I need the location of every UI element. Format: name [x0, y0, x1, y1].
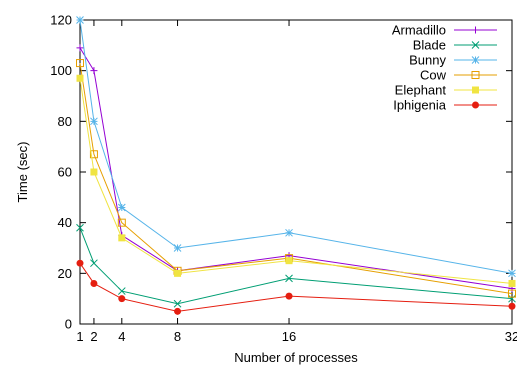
data-point-elephant [118, 234, 126, 242]
data-point-cow [508, 289, 516, 298]
legend-label-blade: Blade [413, 38, 446, 53]
y-tick-label: 120 [50, 13, 72, 28]
series-line-blade [79, 227, 513, 305]
data-point-blade [90, 259, 98, 268]
series-line-cow [79, 62, 513, 295]
data-point-elephant [90, 168, 98, 176]
data-point-blade [173, 299, 182, 308]
legend-label-cow: Cow [420, 68, 447, 83]
legend-marker-elephant [472, 86, 479, 94]
x-tick-label: 2 [90, 329, 97, 344]
data-point-iphigenia [285, 292, 293, 300]
x-tick-label: 4 [118, 329, 125, 344]
series-armadillo [76, 44, 516, 293]
series-line-bunny [79, 19, 513, 274]
data-point-bunny [508, 269, 516, 278]
legend-marker-bunny [471, 56, 480, 64]
data-point-bunny [76, 16, 84, 24]
x-tick-label: 8 [174, 329, 181, 344]
y-tick-label: 60 [58, 165, 72, 180]
data-point-armadillo [76, 44, 84, 52]
x-axis-label: Number of processes [234, 350, 358, 365]
series-line-elephant [79, 78, 513, 284]
x-tick-label: 16 [282, 329, 296, 344]
y-tick-label: 20 [58, 266, 72, 281]
data-point-bunny [285, 228, 293, 237]
series-line-armadillo [79, 47, 513, 290]
series-layer [76, 16, 516, 315]
legend-marker-blade [471, 41, 480, 49]
x-tick-label: 32 [505, 329, 517, 344]
series-bunny [76, 16, 516, 278]
data-point-elephant [76, 74, 84, 82]
legend-marker-iphigenia [472, 101, 479, 109]
series-elephant [76, 74, 516, 287]
data-point-elephant [174, 269, 182, 277]
legend-marker-armadillo [472, 26, 479, 34]
y-tick-label: 100 [50, 63, 72, 78]
data-point-bunny [117, 203, 126, 212]
data-point-iphigenia [76, 259, 84, 267]
series-blade [76, 223, 516, 308]
data-point-blade [117, 287, 126, 295]
y-tick-label: 40 [58, 215, 72, 230]
data-point-cow [89, 150, 98, 159]
series-line-iphigenia [79, 262, 513, 312]
data-point-blade [285, 274, 293, 283]
axis-ticks: 0 20 40 60 80 100 120 1 2 4 8 16 32 [50, 13, 517, 345]
data-point-blade [76, 223, 84, 232]
y-tick-label: 0 [65, 317, 72, 332]
data-point-cow [117, 218, 126, 227]
legend-label-bunny: Bunny [409, 53, 446, 68]
data-point-iphigenia [118, 295, 126, 303]
data-point-bunny [173, 244, 182, 252]
legend-label-elephant: Elephant [395, 83, 447, 98]
x-tick-label: 1 [76, 329, 83, 344]
data-point-cow [76, 59, 84, 68]
y-tick-label: 80 [58, 114, 72, 129]
data-point-iphigenia [90, 279, 98, 287]
series-iphigenia [76, 259, 516, 315]
legend-label-iphigenia: Iphigenia [393, 98, 447, 113]
legend-marker-cow [471, 71, 480, 79]
data-point-bunny [90, 117, 98, 126]
plot-frame [79, 19, 513, 325]
y-axis-label: Time (sec) [15, 142, 30, 203]
data-point-elephant [285, 257, 293, 265]
data-point-iphigenia [174, 307, 182, 315]
data-point-blade [508, 294, 516, 303]
data-point-armadillo [90, 67, 98, 75]
data-point-iphigenia [508, 302, 516, 310]
data-point-elephant [508, 279, 516, 287]
legend-label-armadillo: Armadillo [392, 23, 446, 38]
